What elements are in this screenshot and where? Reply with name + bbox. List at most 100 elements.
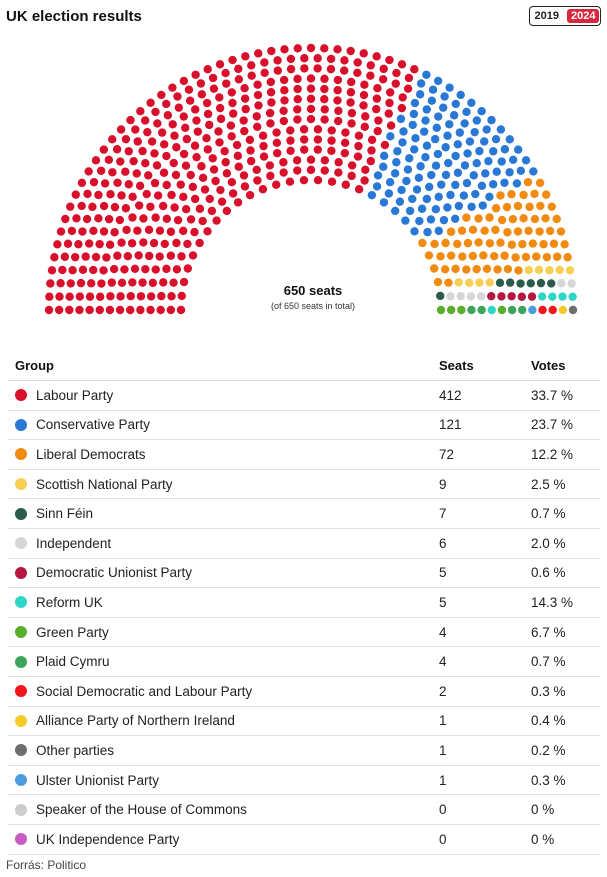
seat-dot xyxy=(228,55,237,65)
seat-dot xyxy=(391,79,400,88)
seat-dot xyxy=(535,178,545,188)
seat-dot xyxy=(373,171,383,180)
seat-dot xyxy=(144,171,153,180)
seat-dot xyxy=(320,166,329,175)
seat-dot xyxy=(409,109,419,119)
seat-dot xyxy=(66,202,75,211)
seat-dot xyxy=(84,239,94,248)
party-seats: 121 xyxy=(439,410,531,441)
seat-dot xyxy=(536,201,545,211)
seat-dot xyxy=(227,132,236,141)
seat-dot xyxy=(60,252,70,261)
seat-dot xyxy=(203,65,212,74)
seat-dot xyxy=(76,278,86,288)
seat-dot xyxy=(424,251,434,260)
seat-dot xyxy=(313,54,322,63)
seat-dot xyxy=(399,127,408,136)
seat-dot xyxy=(215,60,225,69)
seat-dot xyxy=(122,225,131,235)
party-color-dot xyxy=(15,566,27,579)
seat-dot xyxy=(374,116,383,125)
seat-dot xyxy=(259,152,269,161)
seat-dot xyxy=(148,278,158,288)
seat-dot xyxy=(326,64,336,74)
party-votes: 2.0 % xyxy=(531,528,600,559)
year-toggle[interactable]: 2019 2024 xyxy=(529,6,601,26)
party-color-dot xyxy=(15,389,27,402)
seat-dot xyxy=(384,189,394,198)
seat-dot xyxy=(507,190,516,199)
seat-dot xyxy=(155,226,165,235)
seat-dot xyxy=(353,152,363,161)
seat-dot xyxy=(453,239,462,249)
seat-dot xyxy=(467,305,476,315)
seat-dot xyxy=(537,292,547,301)
seat-dot xyxy=(146,202,155,211)
seat-dot xyxy=(47,266,57,275)
seat-dot xyxy=(467,202,476,211)
seat-dot xyxy=(403,165,413,174)
seat-dot xyxy=(246,156,256,166)
seat-dot xyxy=(491,225,500,235)
seat-dot xyxy=(347,171,356,181)
seat-dot xyxy=(110,202,120,212)
seat-dot xyxy=(179,226,188,236)
seat-dot xyxy=(179,277,189,287)
seat-dot xyxy=(222,169,232,178)
seat-dot xyxy=(258,131,268,140)
seat-dot xyxy=(104,155,114,165)
seat-dot xyxy=(266,119,275,128)
seat-dot xyxy=(286,64,296,74)
party-name: Plaid Cymru xyxy=(36,654,110,670)
seat-dot xyxy=(151,265,160,274)
year-2024-button[interactable]: 2024 xyxy=(567,9,600,23)
seat-dot xyxy=(99,227,109,236)
seat-dot xyxy=(434,112,443,121)
seat-dot xyxy=(521,252,531,262)
seat-dot xyxy=(87,279,96,288)
seat-dot xyxy=(379,64,388,74)
seat-dot xyxy=(260,68,269,77)
seat-dot xyxy=(421,152,430,162)
seat-dot xyxy=(186,215,196,224)
seat-dot xyxy=(529,167,538,176)
seat-dot xyxy=(438,103,448,112)
seat-dot xyxy=(481,169,490,178)
seat-dot xyxy=(524,226,533,236)
party-votes: 0.2 % xyxy=(531,735,600,766)
party-name: Conservative Party xyxy=(36,417,151,433)
party-seats: 9 xyxy=(439,469,531,500)
seat-dot xyxy=(454,201,464,211)
seat-dot xyxy=(462,107,471,117)
results-table: Group Seats Votes Labour Party 412 33.7 % C… xyxy=(8,350,600,855)
seat-dot xyxy=(293,166,302,175)
seat-dot xyxy=(72,214,81,223)
table-row: Plaid Cymru 4 0.7 % xyxy=(8,646,600,677)
seat-dot xyxy=(132,169,141,178)
seat-dot xyxy=(116,125,126,134)
party-name-cell: Social Democratic and Labour Party xyxy=(8,676,439,707)
seat-dot xyxy=(519,214,528,223)
party-color-dot xyxy=(15,537,27,550)
seat-dot xyxy=(128,213,137,222)
seat-dot xyxy=(556,227,566,236)
year-2019-button[interactable]: 2019 xyxy=(534,10,559,22)
seat-dot xyxy=(89,265,98,275)
seat-dot xyxy=(228,189,238,198)
seat-dot xyxy=(469,171,478,180)
seat-dot xyxy=(542,190,551,199)
seat-dot xyxy=(401,216,410,225)
seat-dot xyxy=(116,292,125,301)
table-row: Independent 6 2.0 % xyxy=(8,528,600,559)
seat-dot xyxy=(46,279,55,288)
page-title: UK election results xyxy=(6,8,142,25)
seat-dot xyxy=(273,66,282,75)
seat-dot xyxy=(117,191,126,200)
seat-dot xyxy=(106,292,115,301)
party-name: Liberal Democrats xyxy=(36,446,146,462)
seat-dot xyxy=(340,56,349,65)
party-name: Other parties xyxy=(36,742,115,758)
seat-dot xyxy=(128,278,137,287)
seat-dot xyxy=(320,115,329,124)
seat-dot xyxy=(419,127,429,136)
